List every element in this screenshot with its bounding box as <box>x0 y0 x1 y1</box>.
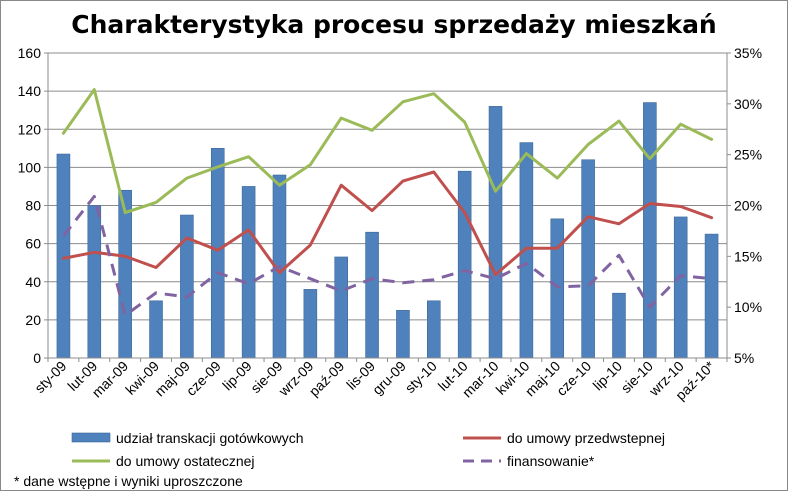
lines-layer <box>61 88 714 317</box>
chart-title: Charakterystyka procesu sprzedaży mieszk… <box>71 10 716 39</box>
bar <box>673 216 688 359</box>
legend-label: do umowy przedwstepnej <box>507 430 665 446</box>
legend-label: finansowanie* <box>507 453 595 469</box>
legend-swatch <box>71 432 111 443</box>
bar <box>427 300 441 359</box>
right-axis-tick-label: 30% <box>734 96 762 112</box>
left-axis-tick-label: 60 <box>25 236 41 252</box>
series-line <box>61 170 714 277</box>
left-axis-tick-label: 120 <box>18 121 42 137</box>
bar <box>396 310 410 359</box>
bar <box>210 148 225 359</box>
legend-label: udział transkacji gotówkowych <box>116 430 304 446</box>
bar <box>241 186 256 359</box>
bars-layer <box>56 102 719 359</box>
bar <box>149 300 163 359</box>
left-axis-tick-label: 80 <box>25 198 41 214</box>
bar <box>643 102 657 359</box>
chart-footnote: * dane wstępne i wyniki uproszczone <box>14 473 243 489</box>
left-axis-tick-label: 140 <box>18 83 42 99</box>
bar <box>704 233 719 359</box>
bar <box>550 218 565 359</box>
bar <box>87 205 102 359</box>
bar <box>118 189 132 359</box>
right-axis-tick-label: 25% <box>734 147 762 163</box>
bar <box>612 292 626 359</box>
legend-label: do umowy ostatecznej <box>116 453 255 469</box>
bar <box>581 159 595 359</box>
bar <box>457 170 472 359</box>
left-axis-tick-label: 0 <box>33 350 41 366</box>
bar <box>303 289 318 359</box>
bar <box>180 214 194 359</box>
bar <box>334 256 348 359</box>
bar <box>488 106 503 359</box>
left-axis-tick-label: 160 <box>18 45 42 61</box>
right-axis-tick-label: 5% <box>734 350 754 366</box>
legend: udział transkacji gotówkowych do umowy pr… <box>71 430 665 469</box>
left-axis-tick-label: 100 <box>18 159 42 175</box>
right-axis-tick-label: 15% <box>734 248 762 264</box>
right-axis-tick-label: 20% <box>734 198 762 214</box>
right-axis-tick-label: 35% <box>734 45 762 61</box>
bar <box>365 231 379 359</box>
left-axis-tick-label: 40 <box>25 274 41 290</box>
series-line <box>62 194 712 317</box>
right-axis-tick-label: 10% <box>734 299 762 315</box>
left-axis-tick-label: 20 <box>25 312 41 328</box>
series-line <box>61 88 714 215</box>
